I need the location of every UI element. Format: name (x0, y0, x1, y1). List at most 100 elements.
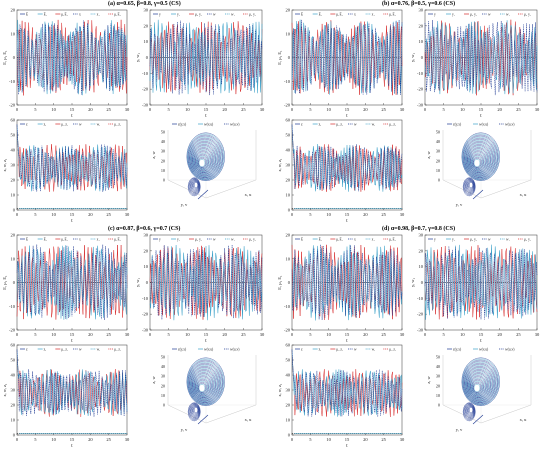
x-tick-label: 25 (381, 107, 386, 112)
legend-label: μ₂ y₁ (249, 238, 256, 242)
attractor-loop (466, 404, 475, 417)
series-line (291, 349, 403, 418)
attractor-loop (198, 157, 207, 168)
y-tick-label: 10 (11, 31, 16, 36)
y-tick-label: 0 (288, 280, 291, 285)
x-axis-label: t (205, 339, 207, 344)
legend-label: μ₂ y₁ (470, 13, 477, 17)
legend-label: μ₁E₁ (336, 13, 343, 17)
legend-label: w₁ (372, 348, 376, 352)
x-tick-label: 25 (381, 332, 386, 337)
legend-label: y (434, 13, 436, 17)
x-axis-label: t (71, 219, 73, 224)
subplot-time: 0 5 10 15 20 25 30 -20 -10 0 10 20 t E, μ₁ E₁ E E₁ μ₁E₁ x… (2, 233, 130, 345)
attractor-loop (473, 383, 481, 393)
legend-label: E₁ (319, 238, 322, 242)
legend-label: μ₁E₁ (61, 238, 68, 242)
x-axis-label: t (71, 114, 73, 119)
subplot-attractor3d: 0 10 20 30 40 50 z, w y, v x, u z(y,x) w(v,u) w(u,v… (426, 123, 532, 208)
y-tick-label: 0 (13, 280, 16, 285)
legend: y y₁ μ₂ y₁ w w₁ μ₂ y₁ (428, 13, 531, 17)
y-tick-label: 10 (144, 264, 149, 269)
z-axis-label: z, w (426, 376, 432, 384)
y-tick-label: 10 (11, 193, 16, 198)
y-tick-label: 30 (144, 8, 149, 13)
x-tick-label: 30 (400, 107, 405, 112)
attractor-loop (468, 406, 474, 414)
legend-label: μ₃ z₁ (61, 348, 68, 352)
y-tick-label: -10 (9, 304, 16, 309)
z-tick-label: 50 (436, 355, 440, 360)
y-tick-label: 0 (288, 208, 291, 213)
attractor-loop (195, 151, 211, 171)
attractor-loop (189, 137, 221, 179)
series-line (16, 349, 128, 417)
y-tick-label: 30 (286, 163, 291, 168)
legend-label: z₁ (319, 348, 322, 352)
attractor-loop (465, 367, 493, 401)
y-tick-label: 10 (286, 256, 291, 261)
x-axis-label: t (346, 444, 348, 449)
legend: z z₁ μ₃ z₁ w w₁ μ₃ z₁ (295, 348, 396, 352)
attractor-loop (472, 380, 483, 394)
y-tick-label: 30 (11, 163, 16, 168)
y-tick-label: -10 (417, 296, 424, 301)
attractor-loop (469, 150, 487, 172)
y-tick-label: 20 (286, 178, 291, 183)
attractor-loop (196, 153, 210, 170)
x-tick-label: 10 (185, 107, 190, 112)
x-axis-label: y, v (181, 202, 188, 208)
legend-label: x (354, 238, 356, 242)
panel-b-title: (b) α=0.76, β=0.5, γ=0.6 (CS) (382, 1, 456, 7)
legend-label: w₁ (506, 13, 510, 17)
x-tick-label: 5 (309, 332, 312, 337)
x-axis-label: t (71, 444, 73, 449)
attractor-loop (188, 402, 201, 421)
attractor-trajectory (461, 357, 500, 425)
attractor-loop (469, 374, 488, 398)
legend-label: z₁ (44, 123, 47, 127)
attractor-loop (186, 132, 225, 181)
y-tick-label: 30 (144, 233, 149, 238)
attractor-loop (467, 371, 490, 399)
y-tick-label: 60 (286, 118, 291, 123)
legend-label: z(y,x) (453, 123, 462, 128)
x-tick-label: 15 (479, 107, 484, 112)
legend-label: w(v,u) (204, 123, 214, 128)
x-tick-label: 20 (363, 332, 368, 337)
x-tick-label: 30 (400, 212, 405, 217)
attractor-loop (197, 380, 208, 394)
series-line (16, 19, 128, 96)
attractor-loop (190, 365, 219, 402)
x-tick-label: 10 (326, 332, 331, 337)
x-tick-label: 30 (535, 332, 540, 337)
series-line (16, 349, 128, 417)
x-tick-label: 0 (16, 212, 19, 217)
y-tick-label: -10 (417, 71, 424, 76)
legend-label: μ₃ z₁ (61, 123, 68, 127)
y-tick-label: 30 (11, 388, 16, 393)
x-tick-label: 25 (106, 107, 111, 112)
attractor-loop (189, 139, 220, 178)
subplot-time: 0 5 10 15 20 25 30 0 10 20 30 40 50 60 t z, w, z₁ z z₁ μ₃ … (2, 343, 130, 449)
attractor-loop (189, 178, 200, 195)
attractor-loop (193, 407, 199, 413)
y-axis-label: y, w₁ (410, 53, 416, 62)
attractor-loop (462, 358, 500, 406)
y-axis-label: x, u (520, 192, 528, 198)
legend: E E₁ μ₁E₁ x x₁ μ₁E₁ (20, 238, 121, 242)
attractor-loop (468, 148, 489, 173)
attractor-loop (463, 135, 498, 180)
attractor-loop (471, 154, 484, 170)
series-line (16, 20, 128, 95)
y-axis-label: x, u (520, 417, 528, 423)
z-tick-label: 40 (436, 364, 440, 369)
y-tick-label: -20 (417, 312, 424, 317)
attractor-loop (186, 357, 225, 406)
z-tick-label: 50 (161, 130, 165, 135)
x-tick-label: 25 (381, 437, 386, 442)
legend-label: x₁ (372, 238, 375, 242)
x-axis-label: t (346, 339, 348, 344)
attractor-loop (462, 177, 476, 197)
attractor-loop (465, 142, 493, 176)
